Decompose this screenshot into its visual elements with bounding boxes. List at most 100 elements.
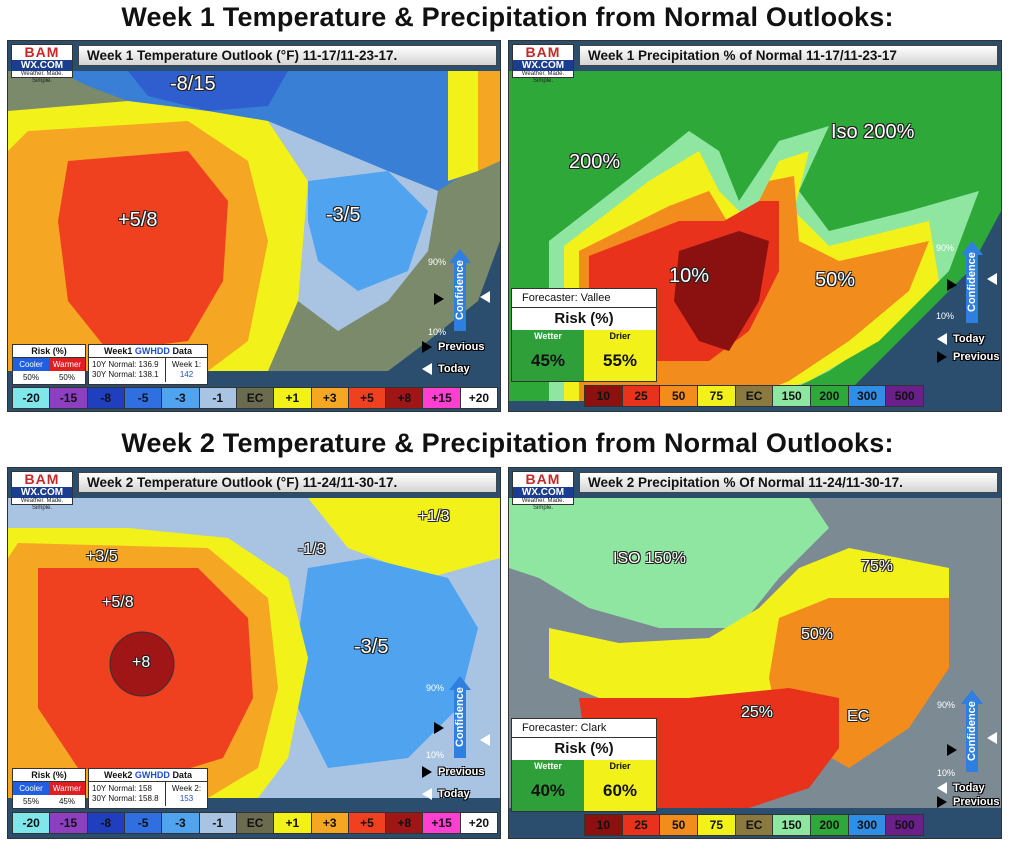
precipitation-legend: 10 25 50 75 EC 150 200 300 500 — [584, 385, 924, 407]
legend-cell: EC — [236, 388, 275, 408]
region-label: +3/5 — [86, 548, 118, 565]
legend-cell: 50 — [660, 815, 699, 835]
legend-cell: 75 — [698, 386, 736, 406]
legend-cell: +20 — [460, 813, 498, 833]
legend-cell: -15 — [50, 388, 88, 408]
legend-previous: Previous — [422, 766, 484, 778]
region-label: 10% — [669, 265, 710, 287]
region-label: +5/8 — [102, 594, 134, 611]
legend-cell: 10 — [585, 815, 623, 835]
legend-cell: 500 — [886, 386, 924, 406]
bamwx-logo: BAM WX.COM Weather. Made. Simple. — [512, 471, 574, 511]
map-title: Week 2 Temperature Outlook (°F) 11-24/11… — [78, 472, 497, 493]
legend-cell: 25 — [622, 386, 661, 406]
legend-cell: -15 — [50, 813, 88, 833]
previous-arrow-icon — [937, 351, 947, 363]
legend-cell: +8 — [386, 813, 424, 833]
confidence-arrow: Confidence — [961, 241, 983, 323]
legend-cell: +20 — [460, 388, 498, 408]
legend-cell: 50 — [660, 386, 699, 406]
legend-today: Today — [937, 782, 985, 794]
confidence-90: 90% — [426, 683, 445, 693]
legend-previous: Previous — [937, 796, 999, 808]
legend-today: Today — [422, 363, 470, 375]
risk-box: Risk (%) Cooler Warmer 55% 45% — [12, 768, 86, 809]
today-arrow-icon — [937, 333, 947, 345]
confidence-10: 10% — [936, 311, 955, 321]
confidence-10: 10% — [426, 750, 445, 760]
legend-cell: -8 — [87, 388, 125, 408]
confidence-arrow: Confidence — [449, 249, 471, 331]
legend-cell: +1 — [274, 388, 312, 408]
today-arrow-icon — [937, 782, 947, 794]
week1-temperature-map: BAM WX.COM Weather. Made. Simple. Week 1… — [7, 40, 501, 412]
gwhdd-box: Week1 GWHDD Data 10Y Normal: 136.9 30Y N… — [88, 344, 208, 385]
confidence-90: 90% — [936, 243, 955, 253]
today-arrow-icon — [422, 788, 432, 800]
legend-cell: +3 — [311, 813, 349, 833]
legend-cell: +15 — [423, 388, 461, 408]
region-label: EC — [847, 708, 870, 725]
legend-today: Today — [937, 333, 985, 345]
bamwx-logo: BAM WX.COM Weather. Made. Simple. — [512, 44, 574, 84]
gwhdd-box: Week2 GWHDD Data 10Y Normal: 158 30Y Nor… — [88, 768, 208, 809]
legend-cell: 75 — [698, 815, 736, 835]
region-label: 25% — [741, 704, 774, 721]
legend-cell: -20 — [13, 813, 51, 833]
marker-black-arrow-icon — [434, 722, 444, 734]
legend-today: Today — [422, 788, 470, 800]
marker-white-arrow-icon — [480, 734, 490, 746]
previous-arrow-icon — [937, 796, 947, 808]
legend-cell: EC — [735, 386, 774, 406]
temperature-legend: -20 -15 -8 -5 -3 -1 EC +1 +3 +5 +8 +15 +… — [12, 387, 498, 409]
legend-cell: -1 — [199, 813, 237, 833]
marker-white-arrow-icon — [480, 291, 490, 303]
forecaster-box: Forecaster: Clark Risk (%) Wetter Drier … — [511, 718, 657, 812]
legend-previous: Previous — [937, 351, 999, 363]
legend-cell: -8 — [87, 813, 125, 833]
legend-cell: +5 — [348, 813, 387, 833]
legend-cell: 150 — [773, 386, 812, 406]
risk-box: Risk (%) Cooler Warmer 50% 50% — [12, 344, 86, 385]
week1-precipitation-map: BAM WX.COM Weather. Made. Simple. Week 1… — [508, 40, 1002, 412]
legend-cell: 10 — [585, 386, 623, 406]
region-label: ISO 150% — [613, 550, 686, 567]
marker-black-arrow-icon — [947, 744, 957, 756]
bamwx-logo: BAM WX.COM Weather. Made. Simple. — [11, 471, 73, 511]
region-label: -8/15 — [170, 73, 216, 95]
legend-cell: -20 — [13, 388, 51, 408]
legend-cell: -3 — [162, 388, 200, 408]
confidence-90: 90% — [428, 257, 447, 267]
region-label: -1/3 — [298, 541, 326, 558]
region-label: Iso 200% — [831, 121, 915, 143]
map-title: Week 2 Precipitation % Of Normal 11-24/1… — [579, 472, 998, 493]
map-title: Week 1 Temperature Outlook (°F) 11-17/11… — [78, 45, 497, 66]
marker-white-arrow-icon — [987, 273, 997, 285]
confidence-90: 90% — [937, 700, 956, 710]
temperature-legend: -20 -15 -8 -5 -3 -1 EC +1 +3 +5 +8 +15 +… — [12, 812, 498, 834]
region-label: 75% — [861, 558, 894, 575]
legend-cell: 300 — [848, 386, 887, 406]
bamwx-logo: BAM WX.COM Weather. Made. Simple. — [11, 44, 73, 84]
legend-cell: +8 — [386, 388, 424, 408]
legend-cell: -5 — [124, 388, 163, 408]
region-label: +8 — [132, 654, 151, 671]
week1-heading: Week 1 Temperature & Precipitation from … — [121, 2, 894, 32]
marker-black-arrow-icon — [947, 279, 957, 291]
confidence-10: 10% — [428, 327, 447, 337]
region-label: -3/5 — [326, 204, 361, 226]
week2-heading: Week 2 Temperature & Precipitation from … — [121, 428, 894, 458]
legend-cell: +5 — [348, 388, 387, 408]
region-label: -3/5 — [354, 636, 389, 658]
legend-cell: 150 — [773, 815, 812, 835]
legend-cell: EC — [236, 813, 275, 833]
precipitation-legend: 10 25 50 75 EC 150 200 300 500 — [584, 814, 924, 836]
previous-arrow-icon — [422, 766, 432, 778]
week2-temperature-map: BAM WX.COM Weather. Made. Simple. Week 2… — [7, 467, 501, 839]
region-label: 50% — [801, 626, 834, 643]
legend-cell: 25 — [622, 815, 661, 835]
legend-cell: +1 — [274, 813, 312, 833]
region-label: +1/3 — [418, 508, 450, 525]
legend-previous: Previous — [422, 341, 484, 353]
forecaster-box: Forecaster: Vallee Risk (%) Wetter Drier… — [511, 288, 657, 382]
